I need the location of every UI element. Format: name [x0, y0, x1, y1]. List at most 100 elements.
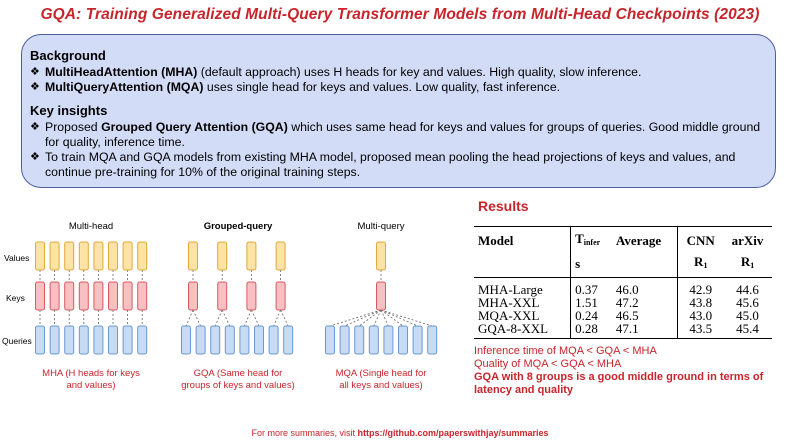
query-head — [137, 325, 148, 355]
value-head — [49, 241, 60, 271]
col-subheader-arxiv: R1 — [723, 252, 772, 278]
query-head — [383, 325, 394, 355]
insights-bullet-gqa: ❖ Proposed Grouped Query Attention (GQA)… — [30, 120, 761, 150]
cell-model: MHA-Large — [478, 282, 543, 297]
query-head — [224, 325, 235, 355]
footer-link[interactable]: https://github.com/paperswithjay/summari… — [357, 428, 549, 438]
query-head — [268, 325, 279, 355]
gqa-connector — [251, 309, 260, 327]
query-head — [78, 325, 89, 355]
panel-title-multi-query: Multi-query — [358, 221, 405, 232]
cell-cnn: 42.9 — [677, 277, 724, 296]
key-head — [217, 281, 228, 311]
table-row: GQA-8-XXL 0.28 47.1 43.5 45.4 — [474, 322, 772, 339]
diamond-bullet-icon: ❖ — [30, 151, 40, 163]
bullet-text: uses single head for keys and values. Lo… — [203, 80, 561, 94]
query-head — [108, 325, 118, 355]
query-head — [427, 325, 438, 355]
cell-average: 47.2 — [615, 295, 639, 310]
footer: For more summaries, visit https://github… — [0, 428, 800, 438]
key-head — [108, 281, 118, 311]
col-header-tinfer: Tinfer — [570, 226, 612, 252]
cell-tinfer: 0.28 — [570, 322, 612, 339]
results-table: Model Tinfer Average CNN arXiv s R1 R1 M… — [474, 226, 772, 339]
col-header-model: Model — [474, 226, 571, 252]
cell-arxiv: 45.0 — [736, 308, 759, 323]
value-head — [64, 241, 75, 271]
bullet-bold-term: MultiQueryAttention (MQA) — [45, 80, 204, 94]
cell-average: 46.0 — [615, 282, 639, 297]
key-head — [64, 281, 75, 311]
diamond-bullet-icon: ❖ — [30, 66, 40, 78]
query-head — [49, 325, 60, 355]
key-head — [246, 281, 257, 311]
background-heading: Background — [30, 48, 106, 63]
table-row: MQA-XXL 0.24 46.5 43.0 45.0 — [474, 309, 772, 322]
row-label-queries: Queries — [2, 336, 32, 346]
cell-tinfer: 0.24 — [570, 309, 612, 322]
mqa-connector — [344, 309, 382, 327]
query-head — [354, 325, 365, 355]
value-head — [246, 241, 257, 271]
gqa-connector — [214, 309, 223, 327]
cell-model: GQA-8-XXL — [474, 322, 571, 339]
note-quality: Quality of MQA < GQA < MHA — [474, 358, 622, 370]
value-head — [108, 241, 118, 271]
value-head — [35, 241, 45, 271]
value-head — [376, 241, 386, 271]
gqa-connector — [221, 309, 231, 327]
cell-arxiv: 45.6 — [736, 295, 759, 310]
col-header-average: Average — [611, 226, 678, 252]
key-head — [122, 281, 133, 311]
value-head — [93, 241, 104, 271]
background-bullet-mha: ❖ MultiHeadAttention (MHA) (default appr… — [30, 65, 761, 80]
query-head — [122, 325, 133, 355]
cell-model: MHA-XXL — [478, 295, 540, 310]
results-heading: Results — [478, 198, 529, 214]
value-head — [217, 241, 228, 271]
key-head — [49, 281, 60, 311]
table-row: MHA-XXL 1.51 47.2 43.8 45.6 — [474, 296, 772, 309]
panel-title-multi-head: Multi-head — [69, 221, 113, 232]
mqa-connector — [380, 309, 389, 327]
cell-model: MQA-XXL — [478, 308, 540, 323]
cell-tinfer: 0.37 — [570, 277, 612, 296]
footer-text: For more summaries, visit — [251, 428, 358, 438]
gqa-connector — [192, 309, 201, 327]
col-header-cnn: CNN — [677, 226, 724, 252]
gqa-connector — [280, 309, 289, 327]
caption-mha-line2: and values) — [66, 380, 115, 391]
mqa-connector — [373, 309, 382, 327]
col-subheader-average — [611, 252, 678, 278]
cell-cnn: 43.8 — [677, 296, 724, 309]
key-head — [188, 281, 198, 311]
col-header-arxiv: arXiv — [723, 226, 772, 252]
query-head — [412, 325, 423, 355]
cell-tinfer: 1.51 — [570, 296, 612, 309]
key-head — [93, 281, 104, 311]
value-head — [122, 241, 133, 271]
query-head — [398, 325, 408, 355]
mqa-connector — [358, 309, 382, 327]
query-head — [254, 325, 264, 355]
caption-mqa-line2: all keys and values) — [339, 380, 422, 391]
bullet-bold-term: Grouped Query Attention (GQA) — [101, 120, 288, 134]
insights-heading: Key insights — [30, 103, 108, 118]
col-subheader-model — [474, 252, 571, 278]
query-head — [325, 325, 335, 355]
insights-bullet-training: ❖ To train MQA and GQA models from exist… — [30, 150, 761, 180]
row-label-values: Values — [4, 253, 29, 263]
query-head — [35, 325, 45, 355]
caption-mqa-line1: MQA (Single head for — [336, 368, 427, 379]
bullet-text: (default approach) uses H heads for key … — [197, 65, 642, 79]
gqa-connector — [273, 309, 281, 327]
cell-cnn: 43.5 — [677, 322, 724, 339]
cell-arxiv: 44.6 — [736, 282, 759, 297]
background-bullet-mqa: ❖ MultiQueryAttention (MQA) uses single … — [30, 80, 761, 95]
row-label-keys: Keys — [6, 293, 25, 303]
cell-average: 47.1 — [611, 322, 678, 339]
gqa-connector — [185, 309, 194, 327]
key-head — [376, 281, 386, 311]
key-head — [35, 281, 45, 311]
diamond-bullet-icon: ❖ — [30, 81, 40, 93]
